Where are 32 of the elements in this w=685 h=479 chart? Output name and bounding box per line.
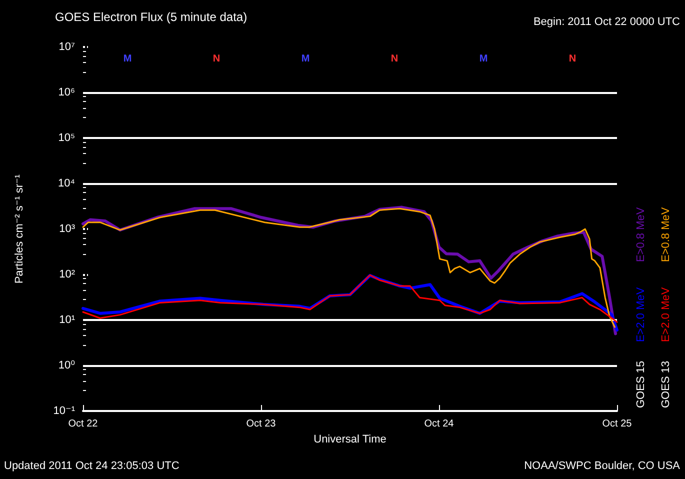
text: E>0.8 MeV (635, 206, 647, 262)
text: E>2.0 MeV (635, 286, 647, 342)
x-tick-label: Oct 22 (68, 418, 98, 430)
text: GOES 13 (660, 360, 672, 408)
x-tick-label: Oct 23 (246, 418, 276, 430)
annotation: N (568, 54, 576, 64)
y-axis-title: Particles cm⁻² s⁻¹ sr⁻¹ (14, 174, 26, 284)
y-tick-label: 10³ (59, 223, 76, 235)
y-tick-label: 10⁵ (58, 132, 75, 144)
x-tick-label: Oct 24 (424, 418, 454, 430)
text: NOAA/SWPC Boulder, CO USA (524, 460, 681, 472)
text: GOES 15 (635, 360, 647, 408)
annotation: N (390, 54, 398, 64)
text: E>2.0 MeV (660, 286, 672, 342)
x-tick-label: Oct 25 (602, 418, 632, 430)
annotation: M (123, 54, 132, 64)
text: Updated 2011 Oct 24 23:05:03 UTC (4, 460, 180, 472)
y-tick-label: 10⁴ (58, 178, 76, 190)
y-tick-label: 10⁰ (58, 360, 76, 372)
annotation: M (479, 54, 488, 64)
y-tick-label: 10² (59, 268, 76, 280)
y-tick-label: 10¹ (59, 314, 76, 326)
text: E>0.8 MeV (660, 206, 672, 262)
y-tick-label: 10⁷ (58, 41, 76, 53)
y-tick-label: 10⁶ (58, 86, 75, 98)
annotation: N (212, 54, 220, 64)
annotation: M (301, 54, 310, 64)
y-tick-label: 10⁻¹ (53, 405, 76, 417)
line-series (82, 274, 618, 323)
chart-title: GOES Electron Flux (5 minute data) (55, 10, 248, 24)
x-axis-title: Universal Time (314, 433, 386, 446)
text: Begin: 2011 Oct 22 0000 UTC (533, 16, 680, 28)
